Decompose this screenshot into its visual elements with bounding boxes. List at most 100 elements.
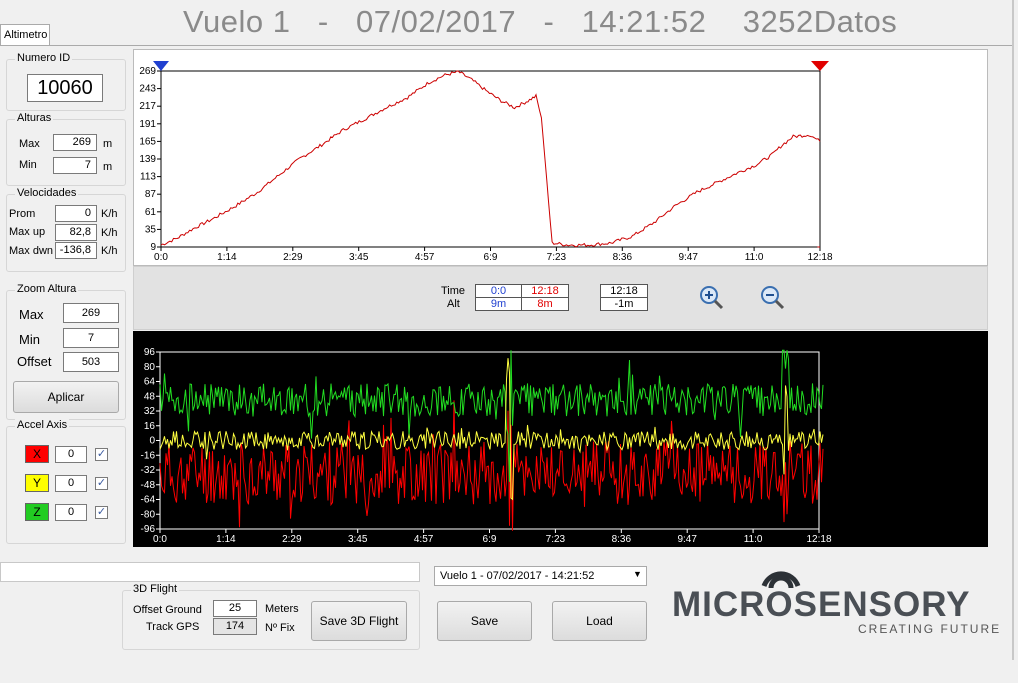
- max-up-field[interactable]: 82,8: [55, 224, 97, 241]
- accel-y-tick-label: 80: [144, 362, 156, 373]
- aplicar-button[interactable]: Aplicar: [13, 381, 119, 413]
- accel-x-tick-label: 0:0: [153, 534, 167, 545]
- prom-label: Prom: [9, 208, 36, 220]
- accel-y-tick-label: 48: [144, 391, 156, 402]
- y-tick-label: 9: [150, 242, 156, 253]
- max-dwn-unit: K/h: [101, 245, 118, 257]
- y-tick-label: 165: [139, 136, 156, 147]
- page-title: Vuelo 1 - 07/02/2017 - 14:21:52 3252Dato…: [183, 4, 898, 39]
- accel-x-tick-label: 7:23: [546, 534, 566, 545]
- accel-x-tick-label: 8:36: [612, 534, 632, 545]
- track-gps-label: Track GPS: [146, 621, 200, 633]
- x-tick-label: 2:29: [283, 252, 303, 263]
- chevron-down-icon: ▼: [633, 569, 642, 579]
- accel-chart[interactable]: 96 80 64 48 32 16 0 -16 -32 -48 -64 -80 -960:0 1:14 2:…: [133, 331, 988, 547]
- zoom-in-icon[interactable]: [698, 284, 726, 312]
- accel-y-tick-label: -16: [141, 450, 156, 461]
- alturas-label: Alturas: [15, 112, 54, 124]
- axis-x-checkbox[interactable]: ✓: [95, 448, 108, 461]
- load-button[interactable]: Load: [552, 601, 647, 641]
- zoom-offset-label: Offset: [17, 354, 52, 369]
- tab-panel: [0, 45, 1012, 560]
- flight-select[interactable]: Vuelo 1 - 07/02/2017 - 14:21:52 ▼: [434, 566, 647, 586]
- max-dwn-label: Max dwn: [9, 245, 54, 257]
- axis-x-field[interactable]: 0: [55, 446, 87, 463]
- alt-label: Alt: [447, 298, 460, 310]
- y-tick-label: 269: [139, 66, 156, 77]
- x-tick-label: 8:36: [613, 252, 633, 263]
- zoom-min-field[interactable]: 7: [63, 328, 119, 348]
- prom-field[interactable]: 0: [55, 205, 97, 222]
- accel-x-tick-label: 9:47: [677, 534, 697, 545]
- altitude-line: [160, 70, 821, 248]
- flight3d-label: 3D Flight: [131, 583, 180, 595]
- window-edge: [1012, 0, 1014, 660]
- y-tick-label: 113: [140, 172, 156, 183]
- accel-y-tick-label: 64: [144, 377, 156, 388]
- axis-y-name: Y: [32, 476, 41, 490]
- accel-y-tick-label: -64: [141, 495, 156, 506]
- save-button[interactable]: Save: [437, 601, 532, 641]
- start-alt-cell: 9m: [475, 297, 522, 311]
- x-tick-label: 12:18: [807, 252, 832, 263]
- alturas-max-field[interactable]: 269: [53, 134, 97, 151]
- x-tick-label: 9:47: [678, 252, 698, 263]
- offset-ground-label: Offset Ground: [133, 604, 202, 616]
- accel-y-tick-label: -48: [141, 480, 156, 491]
- axis-y-field[interactable]: 0: [55, 475, 87, 492]
- y-tick-label: 87: [145, 189, 157, 200]
- numero-id-label: Numero ID: [15, 52, 73, 64]
- accel-series-y: [159, 358, 824, 501]
- x-tick-label: 7:23: [547, 252, 567, 263]
- accel-axis-label: Accel Axis: [15, 419, 70, 431]
- aplicar-label: Aplicar: [47, 390, 85, 404]
- axis-z-checkbox[interactable]: ✓: [95, 506, 108, 519]
- zoom-max-field[interactable]: 269: [63, 303, 119, 323]
- tab-label: Altimetro: [4, 29, 48, 41]
- start-marker-icon: [153, 61, 169, 71]
- accel-y-tick-label: -80: [141, 509, 156, 520]
- track-gps-field: 174: [213, 618, 257, 635]
- save-3d-flight-button[interactable]: Save 3D Flight: [311, 601, 407, 641]
- alturas-min-label: Min: [19, 159, 37, 171]
- offset-ground-unit: Meters: [265, 603, 299, 615]
- zoom-out-icon[interactable]: [759, 284, 787, 312]
- offset-ground-field[interactable]: 25: [213, 600, 257, 617]
- tab-altimetro[interactable]: Altimetro: [0, 24, 50, 46]
- accel-x-tick-label: 6:9: [483, 534, 497, 545]
- y-tick-label: 61: [145, 207, 157, 218]
- x-tick-label: 3:45: [349, 252, 369, 263]
- accel-y-tick-label: 0: [149, 436, 155, 447]
- zoom-altura-group: Zoom Altura Max 269 Min 7 Offset 503 Apl…: [6, 283, 126, 420]
- y-tick-label: 35: [145, 224, 157, 235]
- axis-y-swatch[interactable]: Y: [25, 474, 49, 492]
- prom-unit: K/h: [101, 208, 118, 220]
- accel-axis-group: Accel Axis X 0 ✓ Y 0 ✓ Z 0 ✓: [6, 419, 126, 544]
- alturas-min-unit: m: [103, 161, 113, 173]
- status-field[interactable]: [0, 562, 420, 582]
- numero-id-field[interactable]: 10060: [27, 74, 103, 102]
- end-marker-icon: [811, 61, 829, 71]
- y-tick-label: 191: [139, 119, 156, 130]
- max-dwn-field[interactable]: -136,8: [55, 242, 97, 259]
- load-label: Load: [586, 614, 613, 628]
- flight-select-value: Vuelo 1 - 07/02/2017 - 14:21:52: [440, 570, 595, 582]
- track-gps-unit: Nº Fix: [265, 622, 295, 634]
- alturas-max-unit: m: [103, 138, 113, 150]
- axis-y-checkbox[interactable]: ✓: [95, 477, 108, 490]
- zoom-offset-field[interactable]: 503: [63, 352, 119, 372]
- logo-wordmark: MICROSENSORY: [672, 585, 971, 624]
- axis-x-name: X: [32, 447, 41, 461]
- axis-z-field[interactable]: 0: [55, 504, 87, 521]
- velocidades-label: Velocidades: [15, 187, 79, 199]
- y-tick-label: 243: [139, 84, 156, 95]
- diff-time-cell: 12:18: [600, 284, 648, 298]
- x-tick-label: 0:0: [154, 252, 168, 263]
- accel-series-x: [159, 400, 824, 531]
- axis-x-swatch[interactable]: X: [25, 445, 49, 463]
- x-tick-label: 4:57: [415, 252, 435, 263]
- axis-z-swatch[interactable]: Z: [25, 503, 49, 521]
- alturas-min-field[interactable]: 7: [53, 157, 97, 174]
- altitude-chart[interactable]: 9 35 61 87 113 139 165 191 217 243 269 0:0 1:14 2:29 3…: [134, 50, 989, 267]
- y-tick-label: 139: [139, 154, 156, 165]
